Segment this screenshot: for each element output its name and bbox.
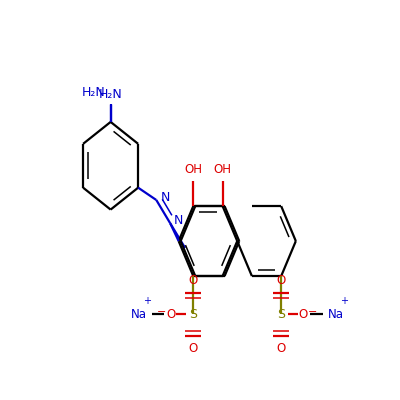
Text: S: S	[277, 308, 285, 321]
Text: −: −	[308, 307, 318, 317]
Text: O: O	[276, 342, 286, 355]
Text: OH: OH	[214, 163, 232, 176]
Text: Na: Na	[131, 308, 147, 321]
Text: S: S	[189, 308, 197, 321]
Text: H₂N: H₂N	[82, 86, 106, 99]
Text: −: −	[157, 307, 166, 317]
Text: O: O	[298, 308, 308, 321]
Text: O: O	[189, 342, 198, 355]
Text: O: O	[276, 274, 286, 287]
Text: Na: Na	[328, 308, 344, 321]
Text: +: +	[143, 296, 151, 306]
Text: N: N	[174, 214, 184, 227]
Text: OH: OH	[184, 163, 202, 176]
Text: O: O	[189, 274, 198, 287]
Text: H₂N: H₂N	[99, 88, 122, 101]
Text: N: N	[160, 191, 170, 204]
Text: +: +	[340, 296, 348, 306]
Text: O: O	[167, 308, 176, 321]
